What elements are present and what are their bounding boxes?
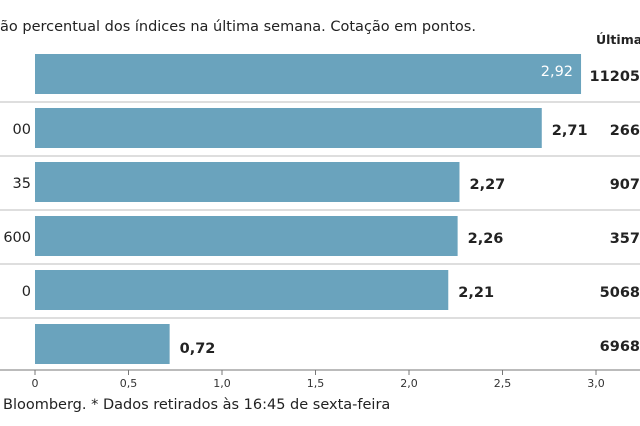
last-value: 907 — [610, 177, 640, 193]
last-value: 11205 — [590, 69, 640, 85]
x-axis: 0 0,5 1,0 1,5 2,0 2,5 3,0 — [0, 369, 640, 390]
data-label: 0,72 — [180, 341, 216, 357]
x-tick-label: 2,5 — [494, 377, 512, 390]
bar — [35, 324, 170, 364]
category-label: 00 — [13, 122, 31, 138]
chart-rows: 2,92 11205 00 2,71 266 35 2,27 907 600 2,26 357 0 2,… — [0, 54, 640, 364]
x-tick-label: 0,5 — [120, 377, 138, 390]
x-tick-label: 3,0 — [587, 377, 605, 390]
data-label: 2,21 — [458, 285, 494, 301]
last-value: 266 — [610, 123, 640, 139]
bar — [35, 270, 449, 310]
last-value: 6968 — [600, 339, 640, 355]
data-label: 2,27 — [469, 177, 505, 193]
last-value: 5068 — [600, 285, 640, 301]
last-value-header: Última c — [596, 32, 640, 47]
data-label: 2,26 — [468, 231, 504, 247]
category-label: 0 — [22, 284, 31, 300]
bar — [35, 108, 542, 148]
x-tick-label: 1,5 — [307, 377, 325, 390]
data-label: 2,71 — [552, 123, 588, 139]
x-tick-label: 0 — [32, 377, 39, 390]
category-label: 35 — [13, 176, 31, 192]
bar — [35, 216, 458, 256]
category-label: 600 — [3, 230, 31, 246]
chart-source: Bloomberg. * Dados retirados às 16:45 de… — [3, 397, 390, 413]
bar — [35, 54, 582, 94]
data-label: 2,92 — [541, 64, 573, 80]
bar — [35, 162, 460, 202]
chart-subtitle: ão percentual dos índices na última sema… — [0, 19, 476, 35]
last-value: 357 — [610, 231, 640, 247]
x-tick-label: 2,0 — [400, 377, 418, 390]
x-tick-label: 1,0 — [213, 377, 231, 390]
